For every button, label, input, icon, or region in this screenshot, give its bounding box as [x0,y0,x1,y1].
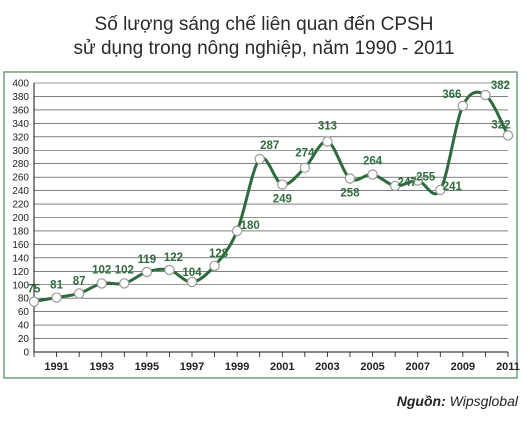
data-point [209,260,220,272]
y-tick-label: 300 [12,146,29,157]
source-note: Nguồn: Wipsglobal [397,393,518,409]
data-label: 128 [209,248,229,260]
data-point [73,288,85,299]
x-tick-label: 1993 [89,361,113,373]
source-label: Nguồn: [396,393,446,409]
data-point [164,264,175,276]
data-point [412,175,423,186]
y-tick-label: 240 [12,186,29,197]
data-point [502,130,514,141]
y-tick-label: 200 [12,213,29,224]
data-label: 180 [241,220,260,232]
data-point [322,136,333,147]
chart-frame [3,71,518,379]
y-tick-label: 380 [12,92,29,103]
plot-area: 0 20 40 60 80 100 120 140 160 180 200 220 240 260 280 3… [3,71,520,379]
data-label: 104 [182,267,202,279]
data-label: 249 [273,194,292,206]
x-tick-label: 2001 [270,361,294,373]
data-point [277,179,288,190]
x-tick-label: 2011 [496,361,520,373]
data-point [28,296,40,307]
data-label: 264 [363,155,383,167]
y-tick-label: 320 [12,132,29,143]
y-tick-label: 340 [12,119,29,130]
data-point [231,225,243,237]
data-point [435,184,446,196]
chart-title-line-1: Số lượng sáng chế liên quan đến CPSH [95,14,434,35]
data-label: 122 [164,252,183,264]
data-point [141,266,153,278]
series-line [33,90,510,304]
y-tick-label: 180 [12,226,29,237]
data-point [367,169,378,180]
data-label: 382 [491,80,510,92]
y-tick-label: 80 [18,294,30,305]
y-tick-label: 0 [23,348,29,359]
data-point [299,162,311,173]
x-tick-label: 1997 [180,361,204,373]
x-tick-label: 1995 [135,361,159,373]
chart-title-line-2: sử dụng trong nông nghiệp, năm 1990 - 20… [73,38,454,59]
data-label: 247 [398,177,417,189]
y-tick-label: 100 [12,280,29,291]
data-label: 102 [92,264,111,276]
data-label: 102 [115,264,134,276]
y-tick-label: 40 [18,321,30,332]
y-tick-label: 400 [12,79,29,90]
data-point [389,180,401,192]
data-point [344,173,356,184]
data-point [254,153,265,165]
data-point [457,100,469,112]
y-tick-label: 140 [12,253,29,264]
y-tick-label: 120 [12,267,29,278]
x-tick-label: 1999 [225,361,249,373]
data-label: 255 [416,172,436,184]
y-tick-label: 20 [18,334,30,345]
x-tick-label: 2009 [451,361,475,373]
data-point [96,278,107,289]
data-point [51,292,62,303]
y-tick-label: 260 [12,173,29,184]
data-point [119,278,130,289]
data-label: 313 [318,121,337,133]
data-label: 119 [138,254,157,266]
y-tick-label: 160 [12,240,29,251]
data-label: 366 [442,89,461,101]
data-label: 87 [73,275,86,287]
y-tick-label: 60 [18,307,30,318]
x-tick-label: 2003 [315,361,339,373]
x-tick-label: 1991 [44,361,68,373]
data-label: 75 [28,284,41,296]
data-label: 287 [260,140,279,152]
x-tick-label: 2007 [405,361,429,373]
y-tick-label: 360 [12,105,29,116]
data-label: 241 [443,181,463,193]
x-tick-label: 2005 [360,361,384,373]
source-value: Wipsglobal [449,393,518,409]
data-label: 81 [50,280,63,292]
data-label: 274 [295,148,315,160]
data-label: 322 [491,119,510,131]
data-point [186,276,198,288]
y-tick-label: 220 [12,200,29,211]
y-tick-label: 280 [12,159,29,170]
data-point [480,89,491,101]
data-label: 258 [340,187,360,199]
